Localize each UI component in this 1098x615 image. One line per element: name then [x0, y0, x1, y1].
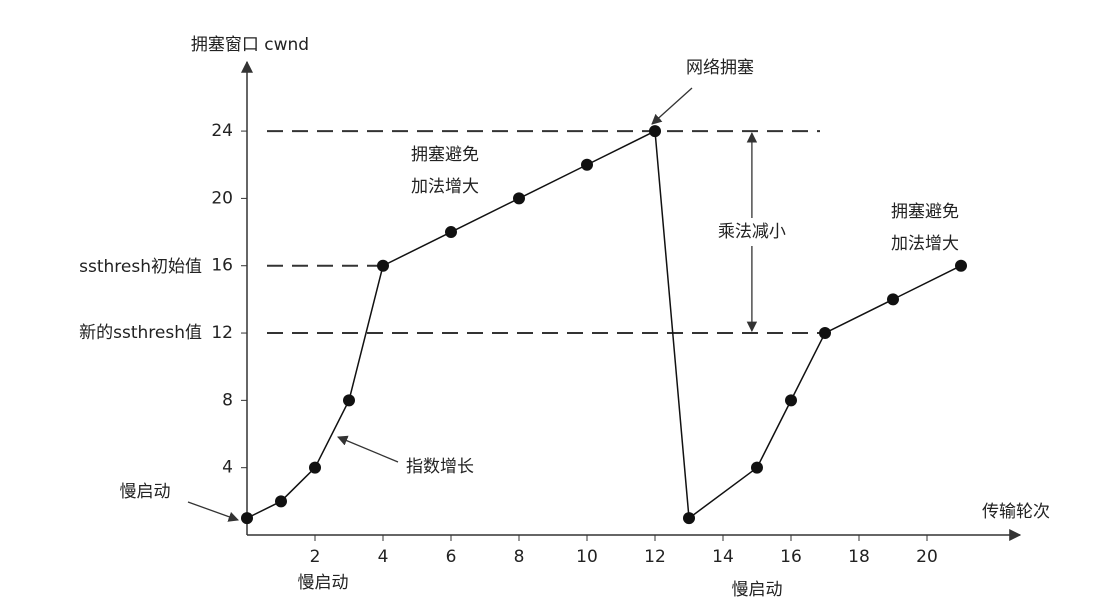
x-axis-title: 传输轮次 [982, 502, 1050, 522]
y-tick-label: 20 [211, 188, 233, 208]
point [751, 461, 763, 474]
annotation: 慢启动 [120, 481, 171, 502]
point [343, 394, 355, 407]
x-tick-label: 6 [446, 547, 457, 567]
arrow [187, 501, 239, 522]
annotation: ssthresh初始值 [79, 257, 202, 277]
point [445, 226, 457, 239]
x-tick-label: 20 [916, 547, 938, 567]
x-tick-label: 2 [310, 547, 321, 567]
x-tick-label: 14 [712, 547, 734, 567]
point [649, 125, 661, 138]
y-tick-label: 16 [211, 256, 233, 276]
x-tick-label: 18 [848, 547, 870, 567]
annotation: 指数增长 [406, 457, 474, 477]
annotation: 加法增大 [411, 177, 479, 197]
y-tick-label: 4 [222, 458, 233, 478]
point [377, 259, 389, 272]
y-tick-label: 8 [222, 390, 233, 410]
point [581, 158, 593, 171]
x-tick-label: 8 [514, 547, 525, 567]
x-tick-label: 4 [378, 547, 389, 567]
point [785, 394, 797, 407]
annotation: 加法增大 [891, 234, 959, 254]
arrow [337, 435, 399, 463]
arrow [651, 87, 693, 125]
annotation: 拥塞避免 [411, 145, 479, 165]
annotation: 新的ssthresh值 [79, 323, 202, 343]
x-tick-label: 16 [780, 547, 802, 567]
annotation: 拥塞避免 [891, 202, 959, 222]
point [887, 293, 899, 306]
annotation: 网络拥塞 [686, 58, 754, 78]
x-tick-label: 10 [576, 547, 598, 567]
point [275, 495, 287, 508]
y-tick-label: 24 [211, 121, 233, 141]
point [955, 259, 967, 272]
point [309, 461, 321, 474]
annotation: 乘法减小 [718, 222, 786, 242]
y-axis-title: 拥塞窗口 cwnd [191, 35, 309, 55]
point [513, 192, 525, 205]
point [819, 327, 831, 340]
x-tick-label: 12 [644, 547, 666, 567]
annotation: 慢启动 [298, 572, 349, 593]
label-background [696, 218, 807, 246]
point [241, 512, 253, 525]
annotation: 慢启动 [732, 579, 783, 600]
point [683, 512, 695, 525]
y-tick-label: 12 [211, 323, 233, 343]
line [246, 129, 962, 520]
